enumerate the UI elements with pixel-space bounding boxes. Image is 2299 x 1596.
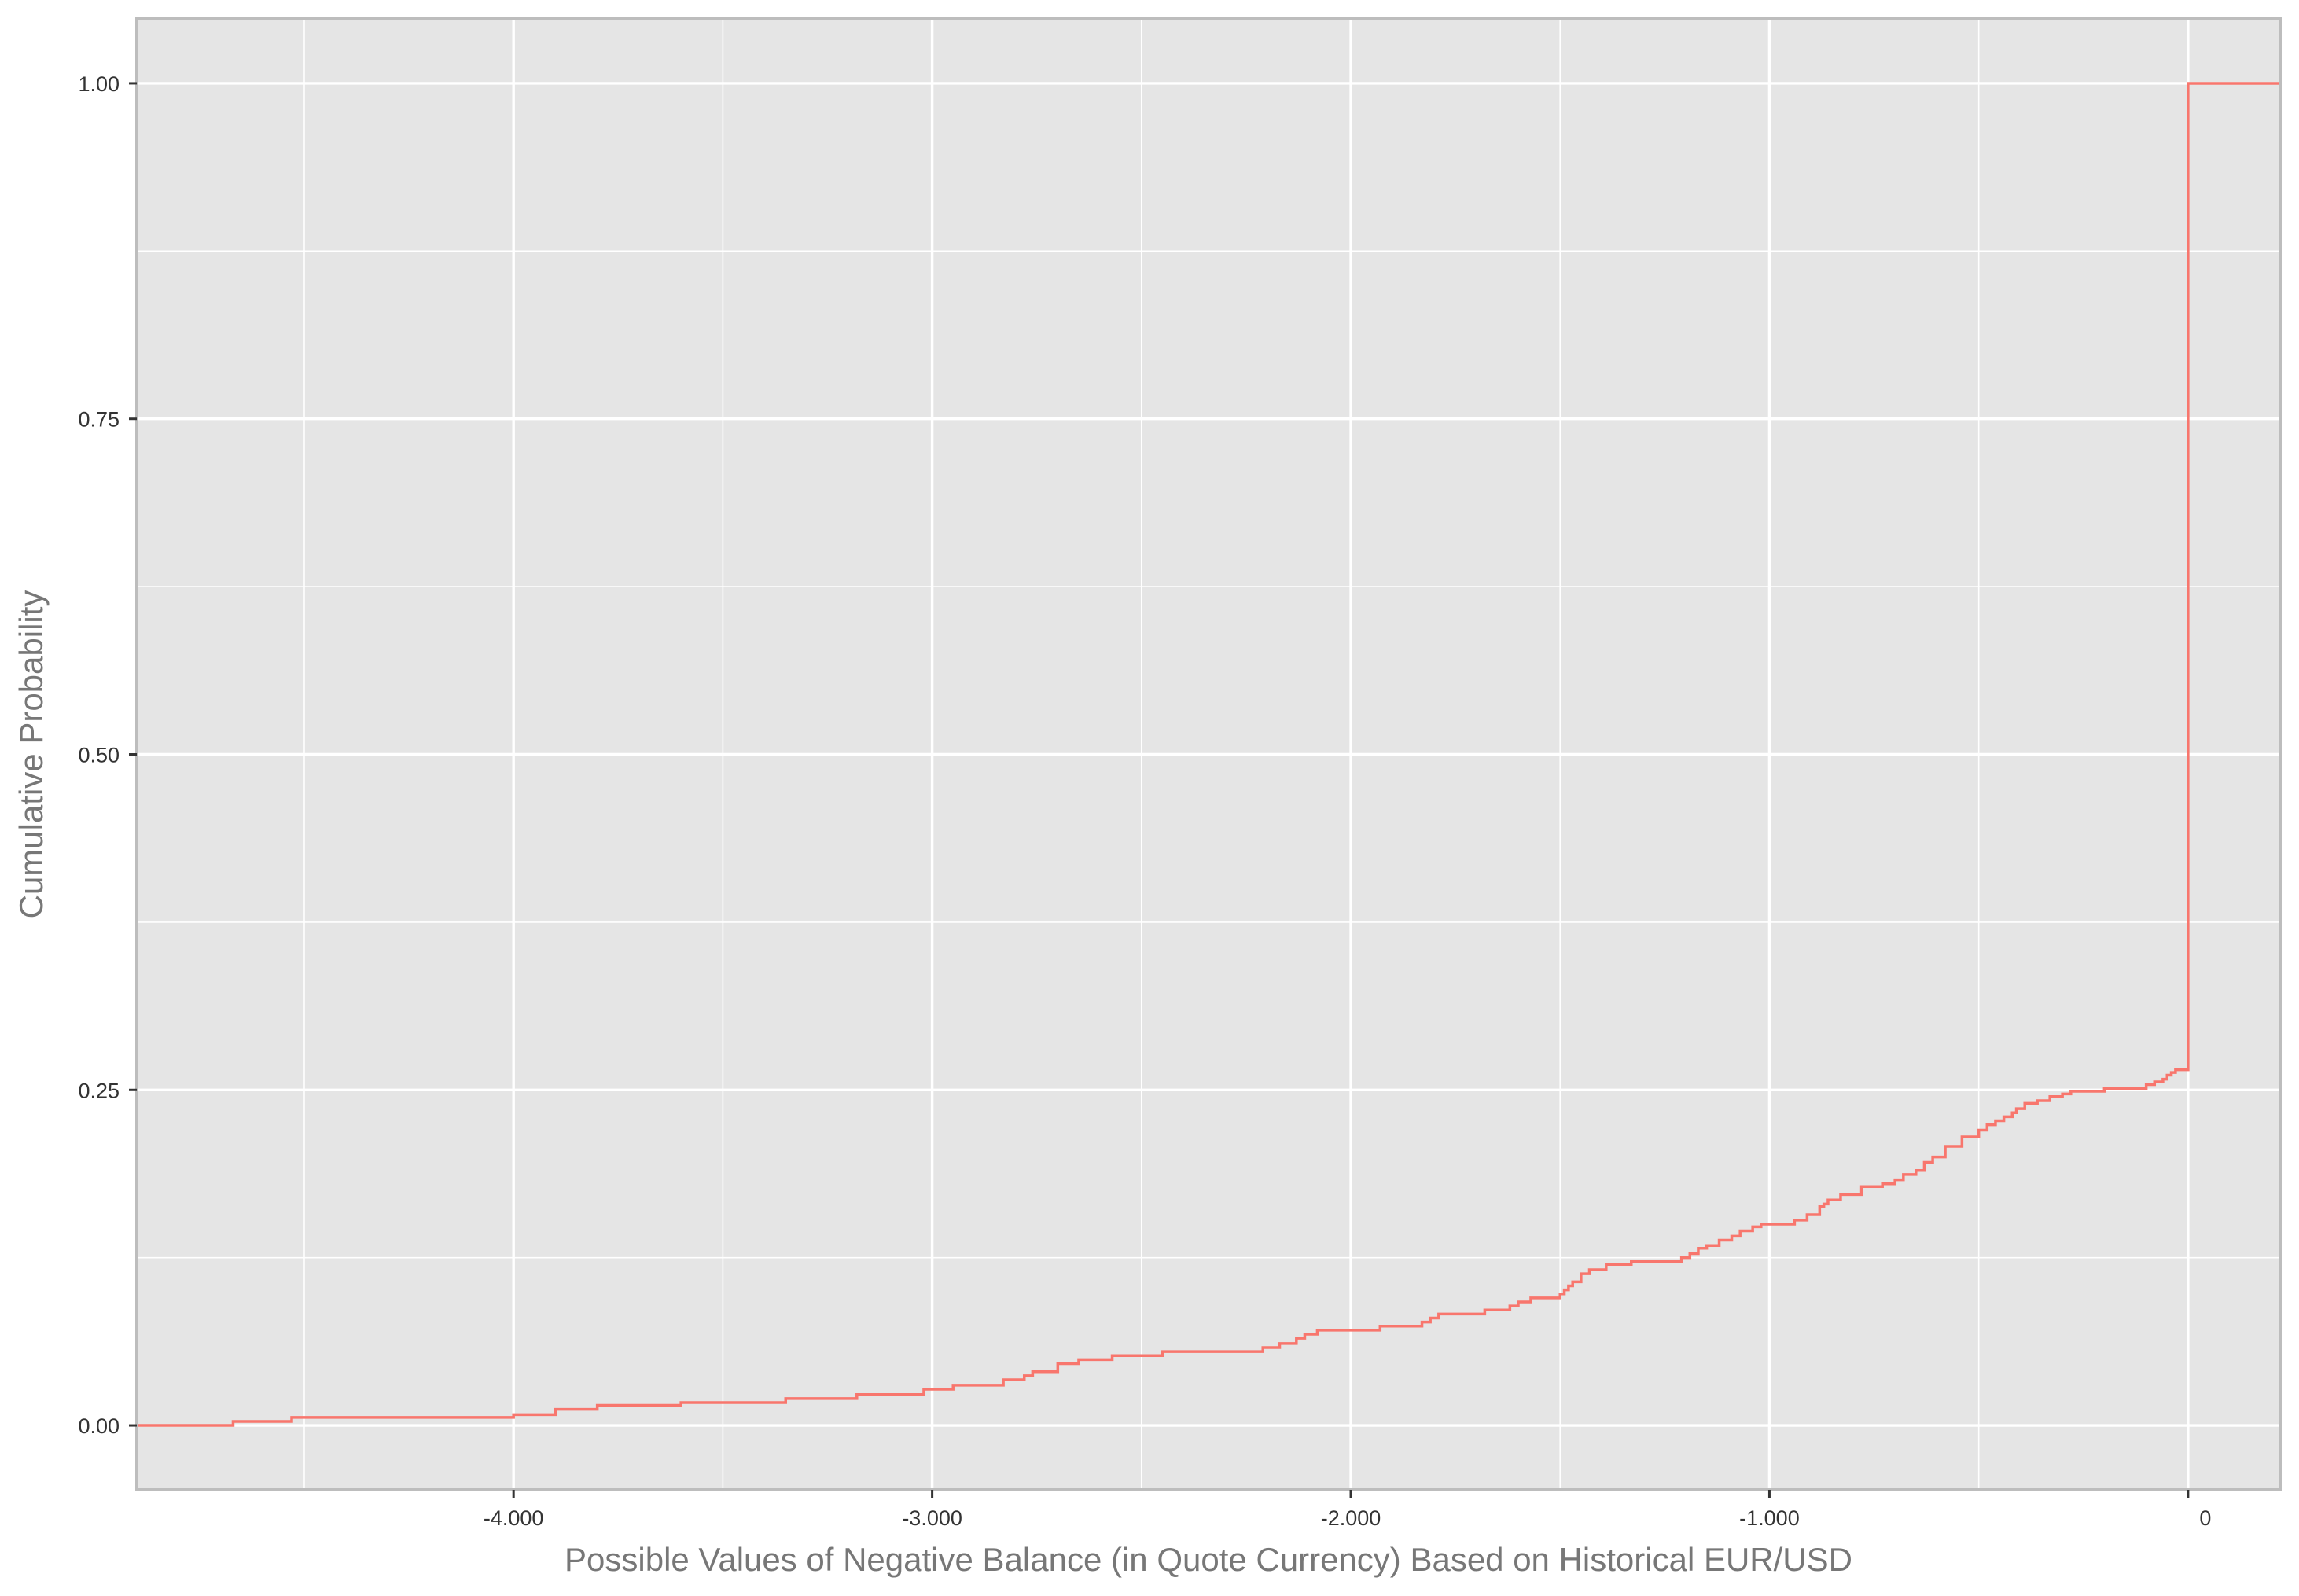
y-tick-label: 0.50 bbox=[78, 744, 120, 767]
y-axis-title: Cumulative Probability bbox=[13, 590, 50, 919]
x-tick-label: 0 bbox=[2199, 1506, 2211, 1530]
y-axis: 0.00 0.25 0.50 0.75 1.00 bbox=[78, 72, 137, 1438]
x-tick-label: -2.000 bbox=[1321, 1506, 1381, 1530]
y-tick-label: 1.00 bbox=[78, 72, 120, 96]
x-axis-title: Possible Values of Negative Balance (in … bbox=[565, 1541, 1852, 1578]
x-tick-label: -1.000 bbox=[1739, 1506, 1800, 1530]
y-tick-label: 0.25 bbox=[78, 1079, 120, 1102]
ecdf-step-line bbox=[137, 82, 2280, 1427]
x-tick-label: -4.000 bbox=[484, 1506, 544, 1530]
y-tick-label: 0.00 bbox=[78, 1414, 120, 1438]
y-tick-label: 0.75 bbox=[78, 408, 120, 432]
x-axis: -4.000 -3.000 -2.000 -1.000 0 bbox=[484, 1490, 2211, 1530]
x-tick-label: -3.000 bbox=[902, 1506, 962, 1530]
